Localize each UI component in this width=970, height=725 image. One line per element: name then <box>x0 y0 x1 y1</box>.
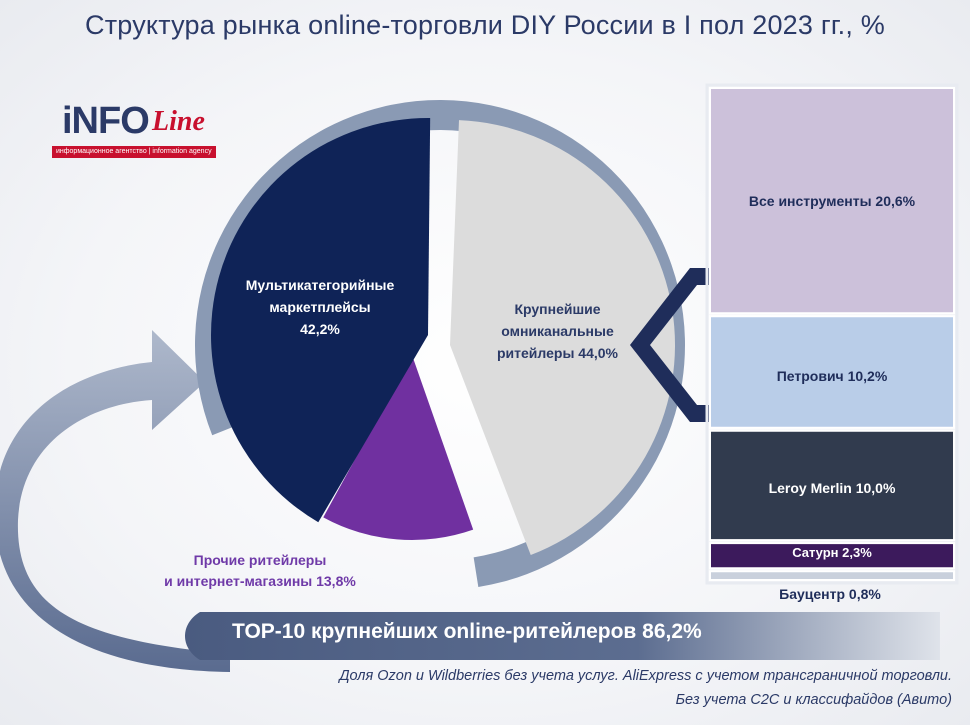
stack-seg-baucenter <box>709 570 955 582</box>
footnote: Доля Ozon и Wildberries без учета услуг.… <box>192 664 952 712</box>
label-marketplaces-line2: маркетплейсы <box>269 299 371 315</box>
pie-slice-omnichannel <box>450 120 676 556</box>
label-vse-instrumenty: Все инструменты 20,6% <box>748 193 916 209</box>
label-other-line1: Прочие ритейлеры <box>193 552 327 568</box>
stack-frame <box>705 83 959 585</box>
logo-brand-line: Line <box>152 106 205 137</box>
label-other-retailers: Прочие ритейлеры и интернет-магазины 13,… <box>130 550 390 592</box>
infoline-logo: iNFO Line информационное агентство | inf… <box>52 100 252 162</box>
footnote-line1: Доля Ozon и Wildberries без учета услуг.… <box>339 668 952 684</box>
curved-arrow <box>0 330 230 672</box>
logo-tagline: информационное агентство | information a… <box>52 146 216 158</box>
pie-slice-other <box>323 355 474 540</box>
logo-brand-info: iNFO <box>62 100 150 142</box>
stack-seg-petrovich <box>709 315 955 429</box>
stack-seg-vse-instrumenty <box>709 87 955 315</box>
label-petrovich: Петрович 10,2% <box>776 368 888 384</box>
label-other-line2: и интернет-магазины 13,8% <box>164 573 356 589</box>
label-marketplaces: Мультикатегорийные маркетплейсы 42,2% <box>225 274 415 340</box>
chevron-bracket <box>630 268 710 422</box>
pie-slice-marketplaces <box>211 117 431 523</box>
label-marketplaces-line3: 42,2% <box>300 321 340 337</box>
chart-title: Структура рынка online-торговли DIY Росс… <box>85 10 885 40</box>
footnote-line2: Без учета С2С и классифайдов (Авито) <box>675 692 952 708</box>
label-marketplaces-line1: Мультикатегорийные <box>245 277 395 293</box>
top10-label: TOP-10 крупнейших online-ритейлеров 86,2… <box>232 620 702 643</box>
label-leroy-merlin: Leroy Merlin 10,0% <box>768 480 896 496</box>
label-baucenter: Бауцентр 0,8% <box>779 586 881 602</box>
top10-band <box>185 612 940 660</box>
label-omnichannel: Крупнейшие омниканальные ритейлеры 44,0% <box>465 298 650 364</box>
stack-seg-saturn <box>709 542 955 570</box>
label-saturn: Сатурн 2,3% <box>792 545 872 560</box>
stack-seg-leroy-merlin <box>709 429 955 542</box>
label-omnichannel-line2: омниканальные <box>501 323 614 339</box>
label-omnichannel-line3: ритейлеры 44,0% <box>497 345 618 361</box>
label-omnichannel-line1: Крупнейшие <box>514 301 601 317</box>
